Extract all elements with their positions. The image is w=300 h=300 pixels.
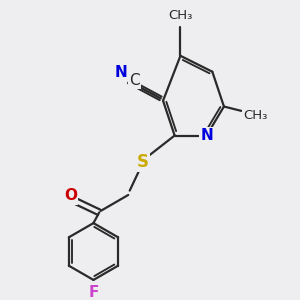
Text: CH₃: CH₃ <box>168 9 193 22</box>
Text: N: N <box>200 128 213 143</box>
Text: CH₃: CH₃ <box>243 109 267 122</box>
Text: O: O <box>64 188 77 203</box>
Text: N: N <box>115 65 128 80</box>
Text: F: F <box>88 285 99 300</box>
Text: S: S <box>137 153 149 171</box>
Text: C: C <box>129 73 140 88</box>
